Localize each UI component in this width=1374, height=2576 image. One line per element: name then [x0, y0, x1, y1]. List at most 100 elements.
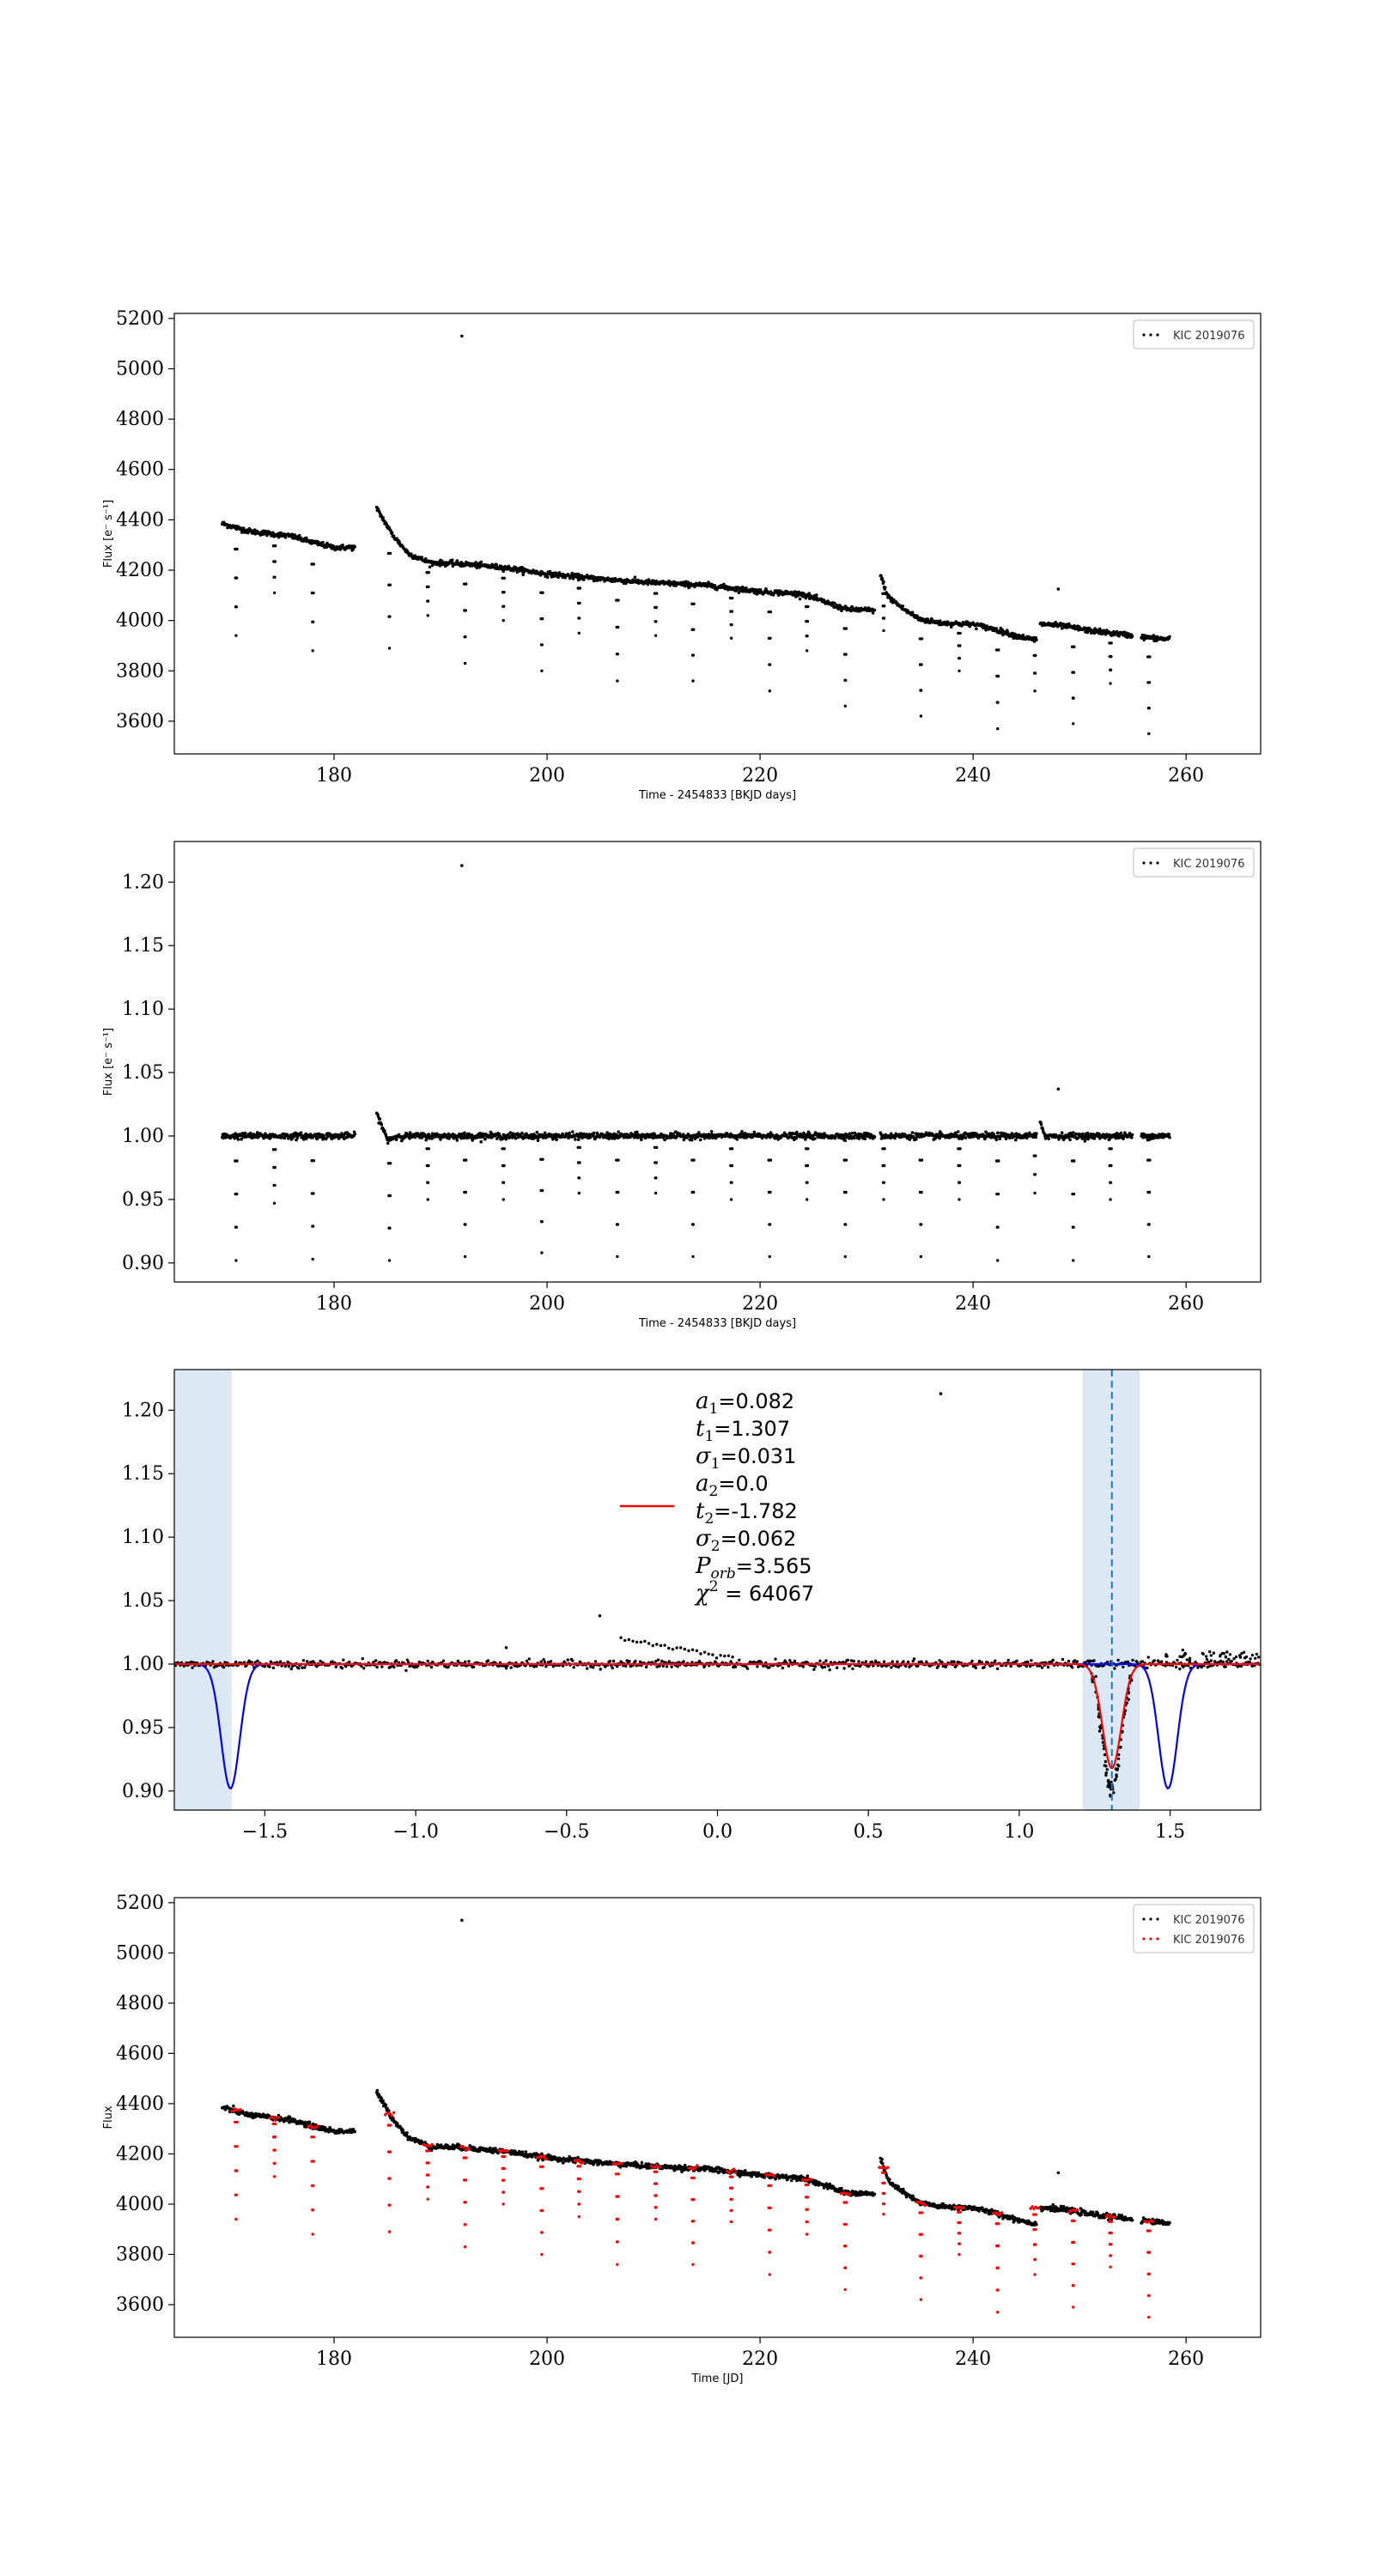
- eclipse-dip-red: [536, 2154, 548, 2257]
- x-tick-label: −1.5: [242, 1821, 288, 1843]
- legend-marker: [1142, 1937, 1146, 1941]
- y-axis-label: Flux: [102, 2105, 115, 2129]
- eclipse-dip-red: [649, 2163, 662, 2221]
- eclipse-dip: [234, 547, 239, 637]
- x-tick-label: 180: [316, 1293, 352, 1315]
- x-tick-label: 260: [1168, 2348, 1204, 2370]
- eclipse-dip-red: [497, 2148, 509, 2206]
- plot-frame: [173, 1897, 1262, 2338]
- x-tick-label: 220: [742, 2348, 778, 2370]
- eclipse-dip: [386, 551, 392, 650]
- x-tick-label: 200: [529, 765, 565, 787]
- outlier-point: [1056, 587, 1061, 591]
- outlier-point: [1056, 1087, 1061, 1091]
- fit-parameter: t1=1.307: [696, 1416, 790, 1445]
- legend-marker: [1156, 1917, 1159, 1921]
- eclipse-dip-red: [763, 2172, 775, 2276]
- eclipse-dip: [310, 1159, 316, 1261]
- legend-marker: [1156, 1937, 1159, 1941]
- x-tick-label: 260: [1168, 765, 1204, 787]
- legend-marker: [1149, 861, 1152, 865]
- x-tick-label: 0.5: [854, 1821, 884, 1843]
- outlier-point: [460, 864, 464, 867]
- eclipse-dip: [653, 592, 659, 637]
- x-tick-label: 200: [529, 1293, 565, 1315]
- y-tick-label: 0.90: [122, 1253, 164, 1274]
- eclipse-dips: [234, 1135, 1152, 1262]
- y-tick-label: 5200: [116, 1893, 164, 1914]
- x-tick-label: 200: [529, 2348, 565, 2370]
- eclipse-dip: [271, 544, 277, 595]
- eclipse-dip-red: [307, 2123, 319, 2236]
- panel-4: 180 200 220 240 260 3600 3800 4000 4200 4400 4600 4…: [102, 1893, 1262, 2385]
- eclipse-dips: [234, 544, 1152, 736]
- x-tick-label: 180: [316, 765, 352, 787]
- fit-parameter: σ1=0.031: [696, 1443, 796, 1473]
- legend-label: KIC 2019076: [1173, 1914, 1244, 1927]
- eclipse-dip: [1070, 645, 1076, 726]
- data-points: [221, 505, 1171, 643]
- x-tick-label: 220: [742, 765, 778, 787]
- eclipse-dip: [539, 1157, 544, 1255]
- y-tick-label: 4000: [116, 611, 164, 632]
- legend-marker: [1142, 1917, 1146, 1921]
- y-tick-label: 1.15: [122, 935, 164, 957]
- eclipse-dip: [957, 631, 962, 672]
- outlier-point: [1056, 2171, 1061, 2175]
- eclipse-dip: [728, 1147, 734, 1201]
- y-tick-label: 4800: [116, 1993, 164, 2014]
- y-tick-label: 1.00: [122, 1654, 164, 1675]
- fit-parameter: a1=0.082: [696, 1388, 794, 1418]
- y-tick-label: 3800: [116, 660, 164, 682]
- y-tick-label: 4200: [116, 560, 164, 581]
- eclipse-dip: [804, 605, 810, 653]
- legend-marker: [1142, 861, 1146, 865]
- y-tick-label: 1.20: [122, 1400, 164, 1421]
- eclipse-dip: [310, 562, 316, 653]
- eclipse-dip: [881, 592, 886, 633]
- plot-frame: [173, 313, 1262, 755]
- eclipse-dip: [425, 571, 431, 617]
- y-tick-label: 3600: [116, 711, 164, 732]
- x-axis-label: Time - 2454833 [BKJD days]: [638, 1317, 796, 1330]
- eclipse-dip-red: [230, 2107, 242, 2221]
- y-tick-label: 1.10: [122, 999, 164, 1020]
- legend-box: [1133, 848, 1255, 878]
- legend-box: [1133, 319, 1255, 349]
- panel-1: 180 200 220 240 260 3600 3800 4000 4200 4400 4600 4…: [102, 308, 1262, 802]
- eclipse-dip: [234, 1159, 239, 1262]
- eclipse-dip-red: [1143, 2219, 1155, 2319]
- eclipse-dip: [918, 1158, 924, 1259]
- outlier-point: [598, 1614, 602, 1618]
- y-axis-label: Flux [e⁻ s⁻¹]: [102, 1028, 115, 1096]
- y-tick-label: 4800: [116, 409, 164, 430]
- eclipse-dip-red: [953, 2205, 965, 2257]
- eclipse-dip-red: [422, 2142, 434, 2201]
- eclipse-dip: [1032, 1135, 1037, 1195]
- eclipse-dip: [653, 1145, 659, 1195]
- y-tick-label: 4000: [116, 2194, 164, 2215]
- eclipse-dip: [271, 1148, 277, 1205]
- red-model-line: [174, 1662, 1261, 1770]
- eclipse-dip: [425, 1147, 431, 1201]
- x-tick-label: 1.0: [1004, 1821, 1034, 1843]
- x-axis-label: Time [JD]: [691, 2372, 744, 2385]
- eclipse-dip: [501, 1147, 507, 1201]
- x-tick-label: −0.5: [544, 1821, 589, 1843]
- y-tick-label: 0.95: [122, 1717, 164, 1739]
- eclipse-dip: [1032, 635, 1037, 693]
- eclipse-dip-red: [726, 2167, 738, 2224]
- eclipse-dip: [690, 602, 696, 683]
- panel-3: −1.5 −1.0 −0.5 0.0 0.5 1.0 1.5 0.90 0.95 1.00 1.05…: [122, 1369, 1262, 1843]
- legend-label: KIC 2019076: [1173, 1934, 1244, 1947]
- legend-marker: [1149, 333, 1152, 337]
- y-tick-label: 1.05: [122, 1062, 164, 1084]
- eclipse-dip: [957, 1147, 962, 1201]
- x-tick-label: 240: [955, 1293, 991, 1315]
- eclipse-dip: [501, 576, 507, 623]
- fit-parameter: a2=0.0: [696, 1471, 769, 1500]
- x-axis-label: Time - 2454833 [BKJD days]: [638, 789, 796, 802]
- y-tick-label: 1.05: [122, 1590, 164, 1612]
- eclipse-dip-red: [878, 2166, 890, 2216]
- eclipse-dip: [576, 1145, 582, 1195]
